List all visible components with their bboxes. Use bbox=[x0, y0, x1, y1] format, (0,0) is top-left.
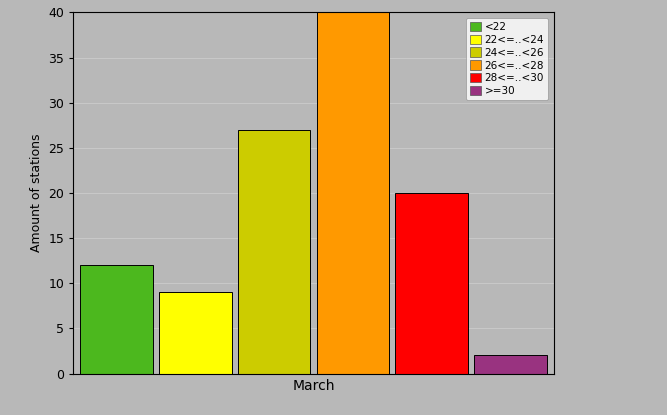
Bar bbox=[474, 355, 546, 374]
Bar bbox=[159, 292, 231, 374]
Bar bbox=[396, 193, 468, 374]
Bar bbox=[238, 130, 310, 374]
Y-axis label: Amount of stations: Amount of stations bbox=[30, 134, 43, 252]
X-axis label: March: March bbox=[292, 379, 335, 393]
Bar bbox=[81, 265, 153, 374]
Legend: <22, 22<=..<24, 24<=..<26, 26<=..<28, 28<=..<30, >=30: <22, 22<=..<24, 24<=..<26, 26<=..<28, 28… bbox=[466, 18, 548, 100]
Bar bbox=[317, 12, 389, 374]
